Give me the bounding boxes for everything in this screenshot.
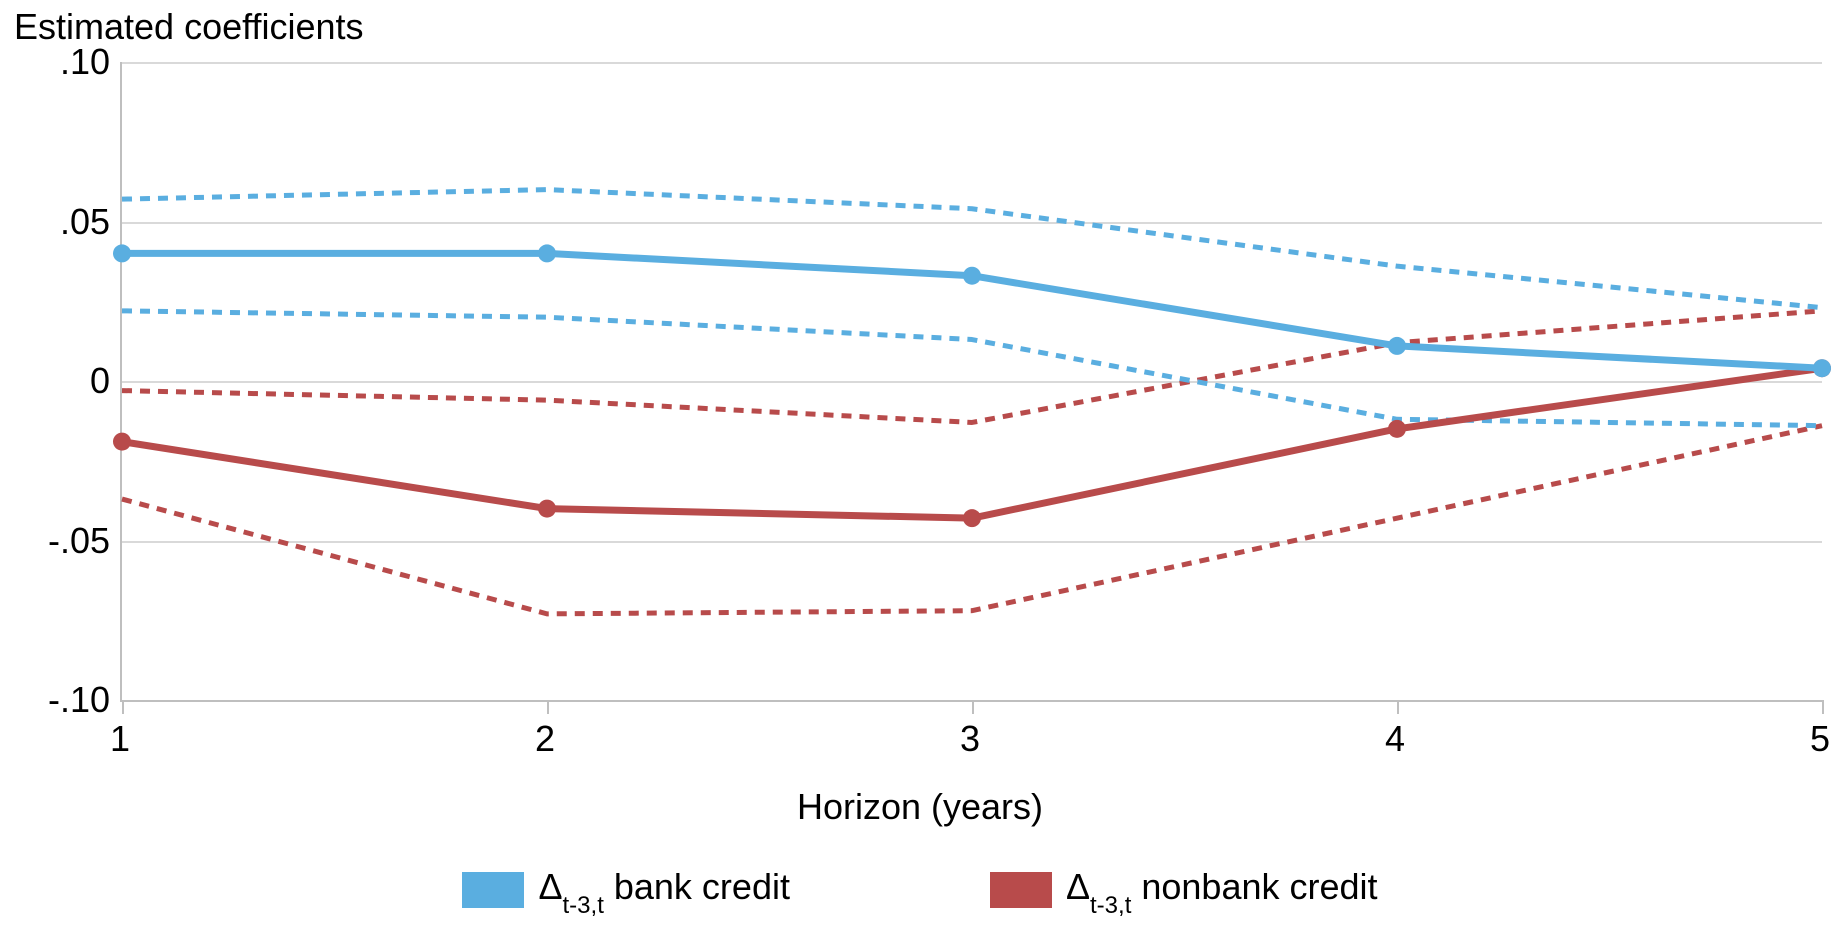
x-tick-label: 4 [1385,718,1405,760]
chart-container: Estimated coefficients .10 .05 0 -.05 -.… [0,0,1840,928]
x-tick-label: 5 [1810,718,1830,760]
x-tick-label: 3 [960,718,980,760]
legend-item-nonbank: Δt-3,t nonbank credit [990,866,1378,914]
legend-swatch-bank [462,872,524,908]
x-tick [1822,700,1824,714]
y-tick-label: -.10 [10,679,110,721]
x-tick-label: 2 [535,718,555,760]
x-tick [972,700,974,714]
x-tick [547,700,549,714]
x-tick [1397,700,1399,714]
plot-area [120,62,1822,702]
y-tick-label: -.05 [10,520,110,562]
x-axis-title: Horizon (years) [0,786,1840,828]
legend-swatch-nonbank [990,872,1052,908]
x-tick [122,700,124,714]
y-tick-label: .10 [10,41,110,83]
legend-label-bank: Δt-3,t bank credit [538,866,790,914]
chart-svg [122,62,1822,700]
y-tick-label: 0 [10,360,110,402]
x-tick-label: 1 [110,718,130,760]
legend-item-bank: Δt-3,t bank credit [462,866,790,914]
legend-label-nonbank: Δt-3,t nonbank credit [1066,866,1378,914]
y-tick-label: .05 [10,201,110,243]
legend: Δt-3,t bank credit Δt-3,t nonbank credit [0,866,1840,914]
